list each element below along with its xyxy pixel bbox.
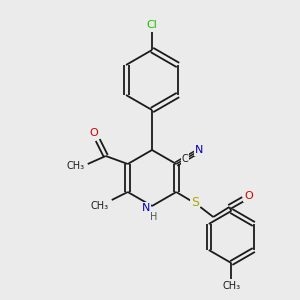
Text: Cl: Cl — [147, 20, 158, 30]
Text: O: O — [89, 128, 98, 138]
Text: S: S — [191, 196, 199, 209]
Text: C: C — [182, 154, 188, 164]
Text: O: O — [244, 191, 253, 201]
Text: N: N — [195, 145, 203, 155]
Text: CH₃: CH₃ — [91, 201, 109, 211]
Text: CH₃: CH₃ — [222, 281, 240, 291]
Text: CH₃: CH₃ — [67, 161, 85, 171]
Text: H: H — [150, 212, 158, 222]
Text: N: N — [142, 203, 150, 213]
